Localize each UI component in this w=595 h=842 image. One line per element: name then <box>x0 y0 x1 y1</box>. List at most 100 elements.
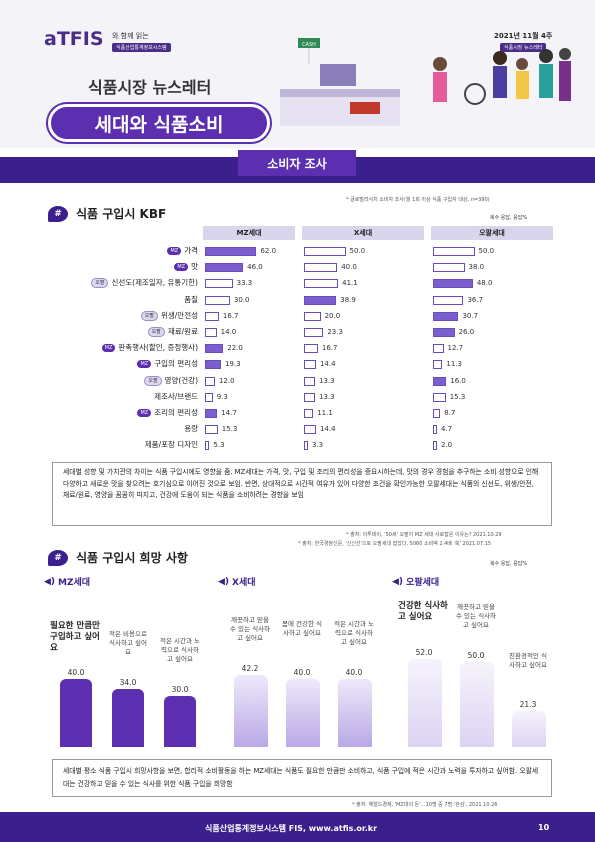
kbf-bar <box>433 425 437 435</box>
wish-title-wrap: # 식품 구입시 희망 사항 <box>48 549 188 566</box>
kbf-row-label: 오팔 영양(건강) <box>30 373 198 389</box>
kbf-row-label: 제품/포장 디자인 <box>30 437 198 453</box>
logo-tagline: 와 함께 읽는 <box>112 32 149 40</box>
kbf-bar-value: 19.3 <box>225 360 241 369</box>
kbf-bar <box>304 376 316 386</box>
kbf-bar-value: 50.0 <box>349 247 366 255</box>
page-number: 10 <box>538 823 550 832</box>
wish-column <box>338 679 372 747</box>
kbf-bar <box>304 441 308 451</box>
kbf-row-label: MZ 구입의 편리성 <box>30 356 198 372</box>
kbf-bar-value: 13.3 <box>319 376 335 385</box>
kbf-bar <box>304 328 324 337</box>
kbf-row-label: MZ 판촉행사(할인, 증정행사) <box>30 340 198 356</box>
kbf-row-label: 오팔 신선도(제조일자, 유통기한) <box>30 275 198 291</box>
kbf-bar <box>205 360 222 370</box>
kbf-bar-value: 46.0 <box>247 263 263 272</box>
kbf-bar-value: 8.7 <box>444 409 456 417</box>
wish-quote: 몸에 건강한 식사하고 싶어요 <box>282 620 323 637</box>
wish-quote: 적은 시간과 노력으로 식사하고 싶어요 <box>334 620 375 646</box>
col-head-mz: MZ세대 <box>203 226 295 240</box>
wish-column <box>408 658 442 747</box>
wish-column <box>112 689 144 747</box>
cash-sign: CASH <box>302 42 316 48</box>
wish-value: 50.0 <box>467 651 485 660</box>
kbf-bar-value: 48.0 <box>476 279 493 288</box>
kbf-bar <box>205 295 230 305</box>
shopping-illustration: CASH <box>280 38 571 126</box>
section-banner-label: 소비자 조사 <box>238 150 356 176</box>
kbf-row-label: MZ 조리의 편리성 <box>30 405 198 421</box>
kbf-label-text: 제조사/브랜드 <box>154 391 198 401</box>
kbf-tag: MZ <box>167 247 182 255</box>
kbf-row-label: 용량 <box>30 421 198 437</box>
logo: aTFIS <box>44 28 104 50</box>
wish-group-head: ◀) 오팔세대 <box>392 575 439 589</box>
kbf-bar <box>205 392 213 402</box>
kbf-bar-value: 20.0 <box>324 311 341 320</box>
kbf-bar <box>205 441 210 451</box>
kbf-title: 식품 구입시 KBF <box>76 207 167 221</box>
kbf-tag: MZ <box>174 263 189 272</box>
kbf-bar <box>205 311 219 321</box>
kbf-bar-value: 30.0 <box>233 295 250 304</box>
kbf-bar <box>433 328 455 337</box>
kbf-bar-value: 15.3 <box>221 425 238 434</box>
hash-icon: # <box>48 549 68 566</box>
kbf-bar <box>205 263 244 273</box>
kbf-label-text: 용량 <box>184 424 198 434</box>
kbf-bar-value: 36.7 <box>467 295 484 304</box>
kbf-bar <box>304 263 338 273</box>
kbf-label-text: 재료/원료 <box>167 327 198 336</box>
kbf-bar-value: 16.7 <box>222 311 239 320</box>
wish-quote: 적은 시간과 노력으로 식사하고 싶어요 <box>160 637 201 663</box>
wish-column <box>234 675 268 747</box>
kbf-bar-value: 62.0 <box>260 247 277 255</box>
wish-group-name: MZ세대 <box>58 578 91 588</box>
col-head-opal: 오팔세대 <box>431 226 553 240</box>
kbf-tag: 오팔 <box>91 278 109 289</box>
kbf-bar <box>304 279 339 289</box>
kbf-row-label: MZ 맛 <box>30 259 198 275</box>
col-head-x: X세대 <box>302 226 424 240</box>
kbf-bar-value: 38.9 <box>340 295 356 304</box>
kbf-label-text: 영양(건강) <box>164 375 198 385</box>
kbf-tag: 오팔 <box>140 310 158 321</box>
kbf-title-wrap: # 식품 구입시 KBF <box>48 205 166 222</box>
kbf-label-text: 위생/안전성 <box>160 310 198 320</box>
wish-value: 40.0 <box>293 668 311 677</box>
wish-column <box>286 679 320 747</box>
kbf-bar <box>304 247 346 256</box>
wish-quote: 깨끗하고 믿을 수 있는 식사하고 싶어요 <box>456 603 497 629</box>
wish-group-head: ◀) MZ세대 <box>44 575 91 589</box>
kbf-label-text: 구입의 편리성 <box>154 359 198 369</box>
kbf-bar-value: 40.0 <box>341 263 357 272</box>
wish-column <box>460 662 494 747</box>
kbf-label-text: 맛 <box>191 262 198 272</box>
kbf-bar-value: 14.4 <box>319 425 336 434</box>
speaker-icon: ◀) <box>44 576 56 587</box>
kbf-bar-value: 5.3 <box>213 441 225 450</box>
kbf-bar-value: 22.0 <box>227 344 243 353</box>
kbf-bar <box>433 409 441 418</box>
kbf-bar-value: 33.3 <box>236 279 253 288</box>
kbf-tag: MZ <box>137 360 152 369</box>
kbf-bar <box>433 392 446 402</box>
kbf-bar <box>205 279 233 289</box>
wish-value: 40.0 <box>345 668 363 677</box>
footer-bar <box>0 812 595 842</box>
wish-group-head: ◀) X세대 <box>218 575 256 589</box>
kbf-row-label: 오팔 재료/원료 <box>30 324 198 340</box>
wish-title: 식품 구입시 희망 사항 <box>76 551 188 565</box>
kbf-bar <box>433 279 473 289</box>
kbf-bar <box>304 392 316 402</box>
kbf-bar <box>304 311 321 321</box>
wish-source: * 출처: 헤럴드경제, 'MZ대의 돈'…10명 중 7명 '관심', 202… <box>352 802 498 808</box>
kbf-multi-note: 복수 응답, 응답% <box>490 215 528 221</box>
kbf-bar-value: 12.7 <box>447 344 464 353</box>
wish-value: 52.0 <box>415 647 433 657</box>
newsletter-badge: 식품시장 뉴스레터 <box>500 43 547 52</box>
kbf-bar-value: 38.0 <box>468 263 485 272</box>
wish-value: 30.0 <box>171 685 189 694</box>
wish-quote: 건강한 식사하고 싶어요 <box>398 600 448 622</box>
